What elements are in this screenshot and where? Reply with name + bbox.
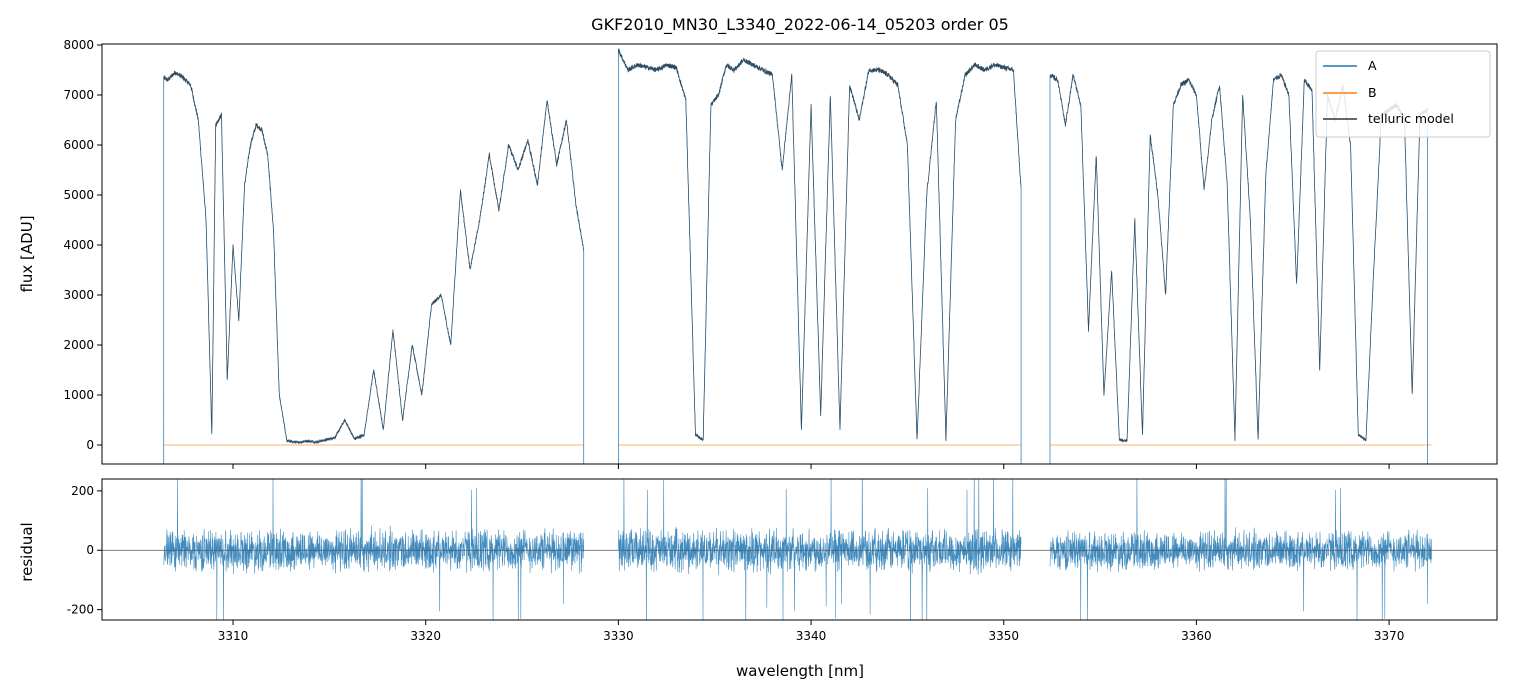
flux-y-tick-label: 4000	[63, 238, 94, 252]
residual-y-tick-label: 0	[86, 543, 94, 557]
residual-x-tick-label: 3360	[1181, 629, 1212, 643]
residual-x-tick-label: 3310	[218, 629, 249, 643]
flux-telluric-model-line	[163, 70, 584, 445]
flux-y-tick-label: 6000	[63, 138, 94, 152]
flux-panel: 0 1000 2000 3000 4000 5000 6000 7000 8000 flux […	[18, 38, 1498, 469]
residual-x-tick-label: 3370	[1374, 629, 1405, 643]
residual-series-a-line	[1049, 479, 1432, 620]
flux-y-axis-label: flux [ADU]	[18, 215, 36, 292]
residual-axes-frame	[101, 478, 1498, 621]
flux-y-tick-label: 3000	[63, 288, 94, 302]
flux-y-ticks: 0 1000 2000 3000 4000 5000 6000 7000 8000	[63, 38, 102, 452]
residual-y-tick-label: -200	[67, 603, 94, 617]
residual-x-tick-label: 3350	[988, 629, 1019, 643]
residual-y-tick-label: 200	[71, 484, 94, 498]
chart-title: GKF2010_MN30_L3340_2022-06-14_05203 orde…	[591, 15, 1009, 35]
residual-series-a-line	[163, 479, 584, 620]
residual-y-ticks: -200 0 200	[67, 484, 102, 617]
legend-label-telluric: telluric model	[1368, 111, 1454, 126]
residual-x-ticks: 3310 3320 3330 3340 3350 3360 3370	[218, 620, 1405, 643]
flux-telluric-model-line	[1049, 72, 1428, 443]
flux-x-ticks	[232, 464, 1390, 469]
flux-y-tick-label: 1000	[63, 388, 94, 402]
residual-y-axis-label: residual	[18, 522, 36, 581]
legend: A B telluric model	[1315, 50, 1491, 138]
residual-x-tick-label: 3340	[796, 629, 827, 643]
flux-axes-frame	[101, 43, 1498, 465]
legend-label-a: A	[1368, 58, 1377, 73]
residual-series-a-line	[618, 479, 1022, 620]
flux-y-tick-label: 7000	[63, 88, 94, 102]
legend-label-b: B	[1368, 85, 1377, 100]
residual-x-tick-label: 3320	[410, 629, 441, 643]
x-axis-label: wavelength [nm]	[736, 662, 864, 680]
legend-box	[1315, 50, 1491, 138]
flux-y-tick-label: 5000	[63, 188, 94, 202]
flux-y-tick-label: 2000	[63, 338, 94, 352]
residual-x-tick-label: 3330	[603, 629, 634, 643]
flux-y-tick-label: 0	[86, 438, 94, 452]
flux-telluric-model-line	[618, 48, 1022, 442]
residual-panel: -200 0 200 3310 3320 3330 3340 3350 3360 3370 re…	[18, 478, 1498, 680]
flux-y-tick-label: 8000	[63, 38, 94, 52]
